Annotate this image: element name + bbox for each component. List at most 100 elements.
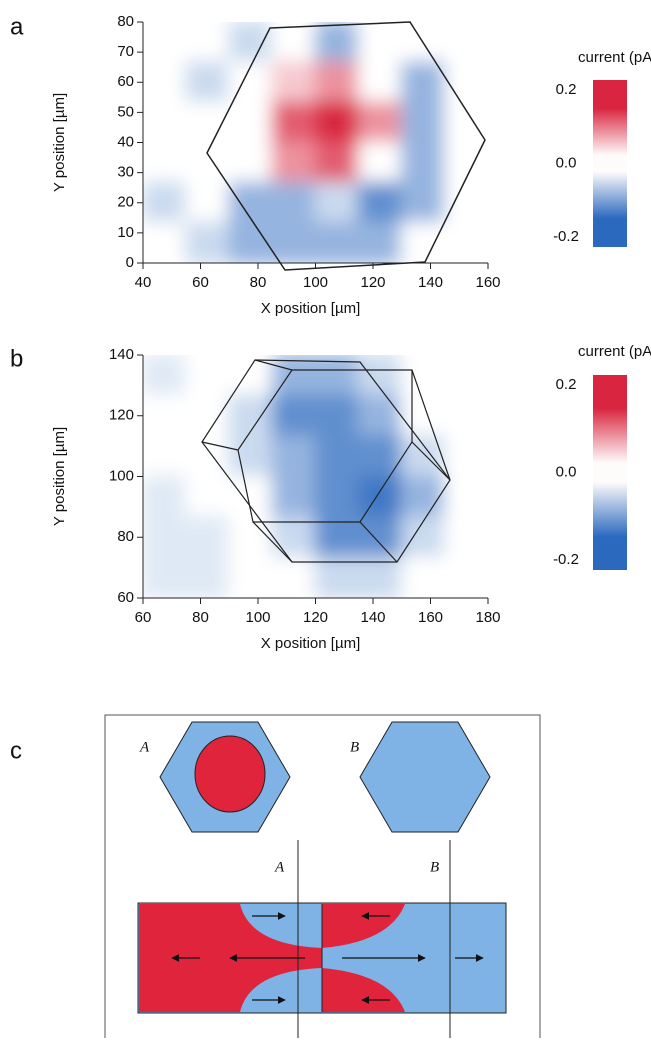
heat-cell: [443, 221, 488, 263]
heat-cell: [357, 556, 403, 598]
heat-cell: [185, 556, 231, 598]
y-tick-label: 0: [126, 254, 134, 271]
heat-cell: [443, 394, 488, 437]
heat-cell: [400, 475, 446, 518]
colorbar-tick-label: 0.0: [556, 463, 577, 480]
x-tick-label: 160: [418, 609, 443, 626]
heat-cell: [271, 61, 317, 104]
y-tick-label: 70: [117, 43, 134, 60]
y-tick-label: 40: [117, 133, 134, 150]
y-tick-label: 60: [117, 73, 134, 90]
heat-cell: [185, 355, 231, 397]
x-axis-label: X position [µm]: [261, 300, 361, 317]
heat-cell: [185, 101, 231, 144]
heat-cell: [443, 61, 488, 104]
heat-cell: [357, 355, 403, 397]
heat-cell: [400, 221, 446, 263]
heat-cell: [143, 221, 188, 263]
heat-cell: [443, 516, 488, 559]
heat-cell: [443, 556, 488, 598]
heat-cell: [228, 556, 274, 598]
heat-cell: [143, 101, 188, 144]
heat-cell: [400, 394, 446, 437]
heat-cell: [314, 141, 360, 184]
diagram-label: A: [139, 739, 150, 755]
heat-cell: [400, 61, 446, 104]
heat-cell: [314, 394, 360, 437]
heat-cell: [143, 435, 188, 478]
x-axis-label: X position [µm]: [261, 635, 361, 652]
y-axis-label: Y position [µm]: [51, 427, 68, 526]
x-tick-label: 180: [475, 609, 500, 626]
heat-cell: [357, 435, 403, 478]
heat-cell: [443, 435, 488, 478]
x-tick-label: 140: [360, 609, 385, 626]
x-tick-label: 40: [135, 274, 152, 291]
heat-cell: [443, 475, 488, 518]
y-tick-label: 60: [117, 589, 134, 606]
heat-cell: [400, 516, 446, 559]
heat-cell: [228, 22, 274, 64]
heat-cell: [143, 516, 188, 559]
heat-cell: [228, 141, 274, 184]
heat-cell: [271, 141, 317, 184]
heat-cell: [143, 556, 188, 598]
heat-cell: [357, 61, 403, 104]
heat-cell: [228, 181, 274, 224]
heat-cell: [314, 221, 360, 263]
hexagon-outline: [206, 21, 486, 271]
heat-cell: [271, 394, 317, 437]
heat-cell: [400, 556, 446, 598]
heat-cell: [314, 22, 360, 64]
heat-cell: [443, 22, 488, 64]
heat-cell: [314, 355, 360, 397]
heat-cell: [357, 394, 403, 437]
heat-cell: [143, 475, 188, 518]
x-tick-label: 80: [250, 274, 267, 291]
colorbar-tick-label: 0.2: [556, 81, 577, 98]
heat-cell: [185, 516, 231, 559]
x-tick-label: 60: [135, 609, 152, 626]
x-tick-label: 80: [192, 609, 209, 626]
heat-cell: [314, 475, 360, 518]
x-tick-label: 100: [303, 274, 328, 291]
colorbar: [593, 80, 627, 247]
heat-cell: [443, 101, 488, 144]
heat-cell: [271, 475, 317, 518]
heat-cell: [400, 181, 446, 224]
diagram-label: B: [350, 739, 359, 755]
heat-cell: [357, 101, 403, 144]
heat-cell: [228, 516, 274, 559]
heat-cell: [185, 394, 231, 437]
panel-label: a: [10, 13, 24, 40]
panel-label: c: [10, 737, 22, 764]
heat-cell: [271, 556, 317, 598]
heat-cell: [143, 394, 188, 437]
heat-cell: [357, 181, 403, 224]
crystal-outline: [201, 359, 451, 563]
y-tick-label: 80: [117, 528, 134, 545]
heat-cell: [228, 435, 274, 478]
y-tick-label: 10: [117, 224, 134, 241]
heat-cell: [357, 22, 403, 64]
colorbar-tick-label: 0.0: [556, 154, 577, 171]
heat-cell: [357, 221, 403, 263]
heat-cell: [143, 355, 188, 397]
colorbar-tick-label: -0.2: [553, 551, 579, 568]
heat-cell: [185, 61, 231, 104]
y-tick-label: 30: [117, 164, 134, 181]
colorbar-tick-label: 0.2: [556, 376, 577, 393]
heat-cell: [400, 435, 446, 478]
heat-cell: [143, 141, 188, 184]
colorbar-tick-label: -0.2: [553, 228, 579, 245]
diagram-label: B: [430, 859, 439, 875]
heat-cell: [400, 355, 446, 397]
heat-cell: [185, 221, 231, 263]
heatmap-a: [143, 22, 488, 263]
heat-cell: [443, 355, 488, 397]
heat-cell: [185, 181, 231, 224]
heat-cell: [143, 181, 188, 224]
y-tick-label: 140: [109, 346, 134, 363]
heat-cell: [143, 22, 188, 64]
